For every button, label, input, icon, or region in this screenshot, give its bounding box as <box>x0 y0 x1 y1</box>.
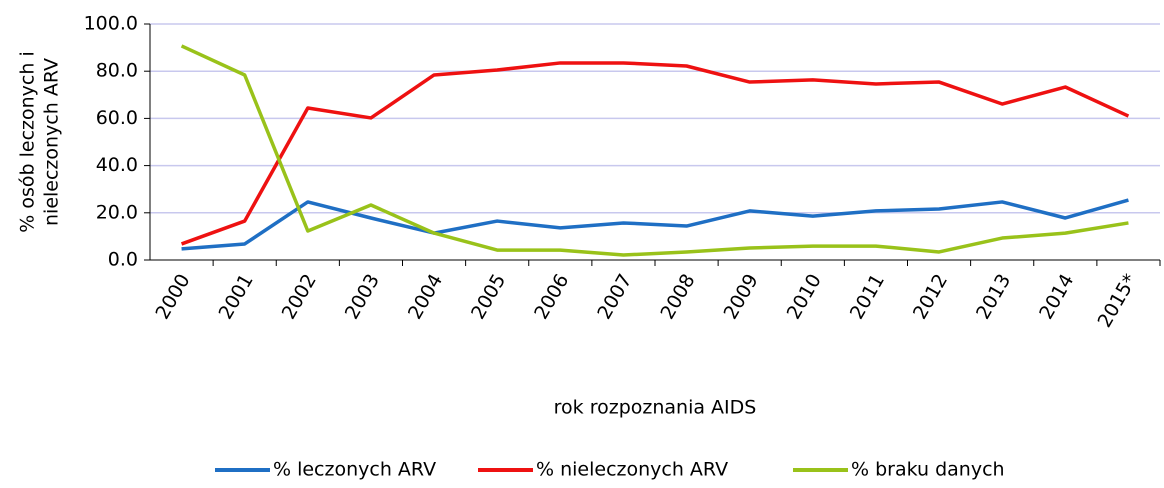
x-axis-title: rok rozpoznania AIDS <box>554 397 757 419</box>
x-tick-label: 2015* <box>1094 270 1142 331</box>
line <box>180 44 1129 257</box>
x-tick-label: 2006 <box>530 270 573 323</box>
y-tick-label: 40.0 <box>96 154 138 176</box>
x-tick-label: 2001 <box>215 270 258 323</box>
x-tick-label: 2004 <box>404 270 447 323</box>
y-tick-label: 60.0 <box>96 107 138 129</box>
x-tick-label: 2011 <box>846 270 889 323</box>
x-tick-label: 2005 <box>467 270 510 323</box>
y-tick-label: 100.0 <box>84 13 138 35</box>
line <box>180 61 1130 246</box>
x-tick-label: 2007 <box>593 270 636 323</box>
legend-label: % braku danych <box>851 459 1005 481</box>
y-tick-label: 20.0 <box>96 201 138 223</box>
legend-label: % leczonych ARV <box>273 459 436 481</box>
x-tick-label: 2000 <box>151 270 194 323</box>
legend-label: % nieleczonych ARV <box>536 459 728 481</box>
x-tick-label: 2013 <box>972 270 1015 323</box>
x-tick-label: 2012 <box>909 270 952 323</box>
x-tick-label: 2009 <box>720 270 763 323</box>
x-tick-label: 2014 <box>1035 270 1078 323</box>
y-tick-label: 0.0 <box>108 249 138 271</box>
y-axis-title: nieleczonych ARV <box>41 58 63 226</box>
y-tick-label: 80.0 <box>96 60 138 82</box>
x-tick-label: 2002 <box>278 270 321 323</box>
x-tick-label: 2010 <box>783 270 826 323</box>
y-axis-title: % osób leczonych i <box>17 51 39 232</box>
x-tick-label: 2008 <box>656 270 699 323</box>
line <box>181 198 1129 251</box>
x-tick-label: 2003 <box>341 270 384 323</box>
